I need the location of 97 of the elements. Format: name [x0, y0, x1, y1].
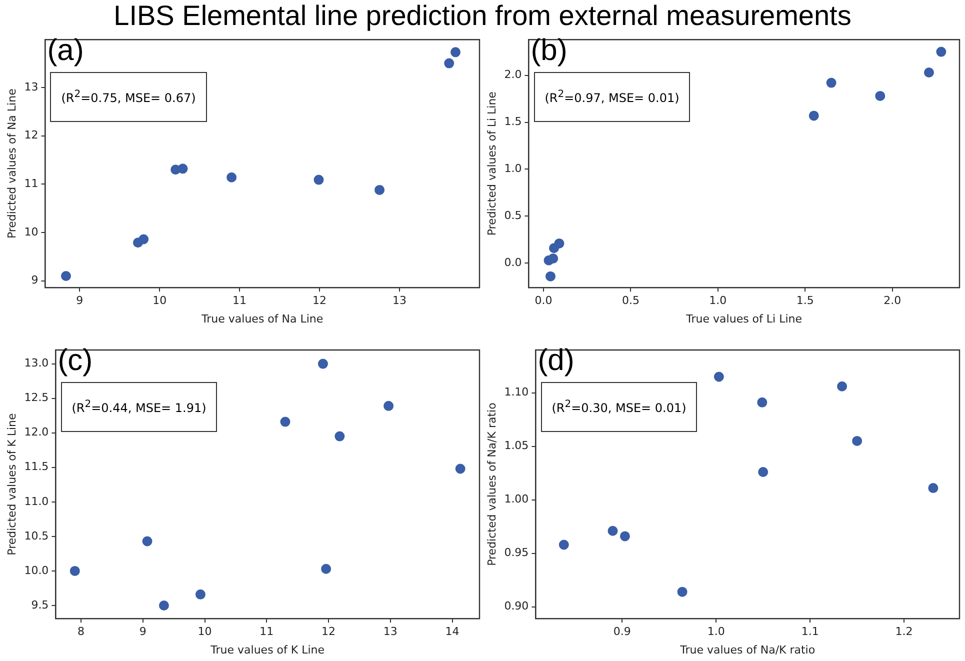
x-tick-label: 9: [139, 625, 146, 638]
point: [450, 47, 461, 58]
y-tick-label: 11: [24, 177, 38, 190]
y-tick-label: 11.0: [24, 494, 49, 508]
point: [826, 78, 836, 88]
y-tick-label: 10.5: [24, 529, 49, 542]
y-tick-label: 13: [24, 80, 38, 94]
point: [620, 531, 630, 542]
y-axis-title: Predicted values of Na/K ratio: [485, 402, 498, 566]
point: [837, 381, 848, 392]
point: [554, 238, 564, 248]
x-axis-title: True values of Na Line: [200, 312, 324, 326]
x-tick-label: 11: [260, 625, 274, 638]
y-tick-label: 0.5: [504, 209, 522, 222]
framed-note: (R$^{2}$=0.97, MSE= 0.01): [534, 72, 690, 122]
y-tick-label: 1.00: [504, 492, 529, 506]
y-tick-label: 12.5: [24, 391, 49, 404]
point: [808, 110, 819, 121]
x-axis-title: True values of Li Line: [685, 312, 802, 326]
point: [318, 358, 328, 369]
point: [70, 566, 80, 576]
y-tick-label: 13.0: [24, 356, 49, 370]
y-tick-label: 12.0: [24, 426, 49, 439]
y-tick-label: 2.0: [504, 68, 522, 82]
point: [178, 164, 188, 174]
annotation: (d): [538, 344, 574, 377]
point: [321, 564, 332, 574]
y-tick-label: 1.0: [504, 162, 522, 176]
x-axis-title: True values of K Line: [210, 643, 325, 656]
x-tick-label: 11: [232, 294, 247, 308]
x-tick-label: 0.0: [534, 294, 552, 308]
x-tick-label: 1.2: [895, 625, 913, 638]
x-tick-label: 1.1: [801, 625, 819, 638]
y-axis-title: Predicted values of K Line: [5, 412, 18, 556]
framed-note: (R$^{2}$=0.30, MSE= 0.01): [540, 382, 698, 432]
y-tick-label: 0.95: [504, 546, 529, 560]
point: [852, 436, 862, 446]
framed-note: (R$^{2}$=0.75, MSE= 0.67): [50, 72, 207, 122]
point: [714, 372, 724, 382]
x-tick-label: 9: [76, 294, 84, 308]
point: [608, 526, 618, 536]
x-tick-label: 1.5: [796, 294, 814, 308]
point: [226, 172, 237, 182]
point: [138, 234, 149, 244]
x-axis-title: True values of Na/K ratio: [679, 643, 816, 656]
annotation: (c): [58, 344, 93, 377]
point: [928, 483, 938, 494]
x-tick-label: 12: [322, 625, 336, 638]
x-tick-label: 8: [78, 625, 85, 638]
y-tick-label: 9.5: [31, 598, 49, 612]
chart-title: LIBS Elemental line prediction from external measurements: [112, 0, 852, 32]
y-tick-label: 1.05: [504, 439, 529, 452]
x-tick-label: 13: [383, 625, 398, 638]
x-tick-label: 1.0: [709, 294, 727, 308]
point: [558, 540, 569, 550]
point: [158, 600, 169, 610]
y-tick-label: 1.10: [504, 386, 529, 399]
y-tick-label: 0.0: [504, 256, 522, 270]
point: [334, 431, 345, 442]
x-tick-label: 13: [392, 294, 407, 308]
point: [548, 253, 558, 264]
point: [924, 67, 934, 78]
point: [280, 416, 290, 427]
point: [875, 90, 886, 101]
x-tick-label: 0.9: [613, 625, 631, 638]
point: [455, 464, 466, 474]
point: [677, 586, 688, 597]
point: [545, 271, 556, 282]
y-tick-label: 9: [31, 274, 38, 287]
point: [60, 271, 71, 281]
annotation: (b): [530, 34, 568, 67]
point: [314, 174, 324, 185]
y-tick-label: 10: [24, 225, 38, 238]
x-tick-label: 0.5: [622, 294, 640, 308]
y-tick-label: 12: [24, 128, 38, 142]
x-tick-label: 12: [312, 294, 327, 308]
x-tick-label: 1.0: [707, 625, 725, 638]
point: [195, 589, 206, 600]
annotation: (a): [47, 34, 84, 67]
y-tick-label: 1.5: [504, 115, 522, 128]
point: [758, 466, 768, 477]
point: [384, 400, 394, 411]
y-tick-label: 0.90: [504, 600, 529, 613]
y-axis-title: Predicted values of Na Line: [5, 88, 18, 239]
x-tick-label: 10: [198, 625, 212, 638]
y-tick-label: 10.0: [24, 564, 49, 577]
point: [142, 536, 152, 546]
x-tick-label: 14: [445, 625, 460, 638]
x-tick-label: 10: [152, 294, 167, 308]
point: [757, 397, 768, 408]
framed-note: (R$^{2}$=0.44, MSE= 1.91): [60, 382, 218, 432]
x-tick-label: 2.0: [884, 294, 902, 308]
point: [444, 58, 454, 68]
y-axis-title: Predicted values of Li Line: [485, 91, 498, 236]
point: [374, 184, 385, 195]
y-tick-label: 11.5: [24, 460, 49, 474]
point: [936, 46, 946, 57]
